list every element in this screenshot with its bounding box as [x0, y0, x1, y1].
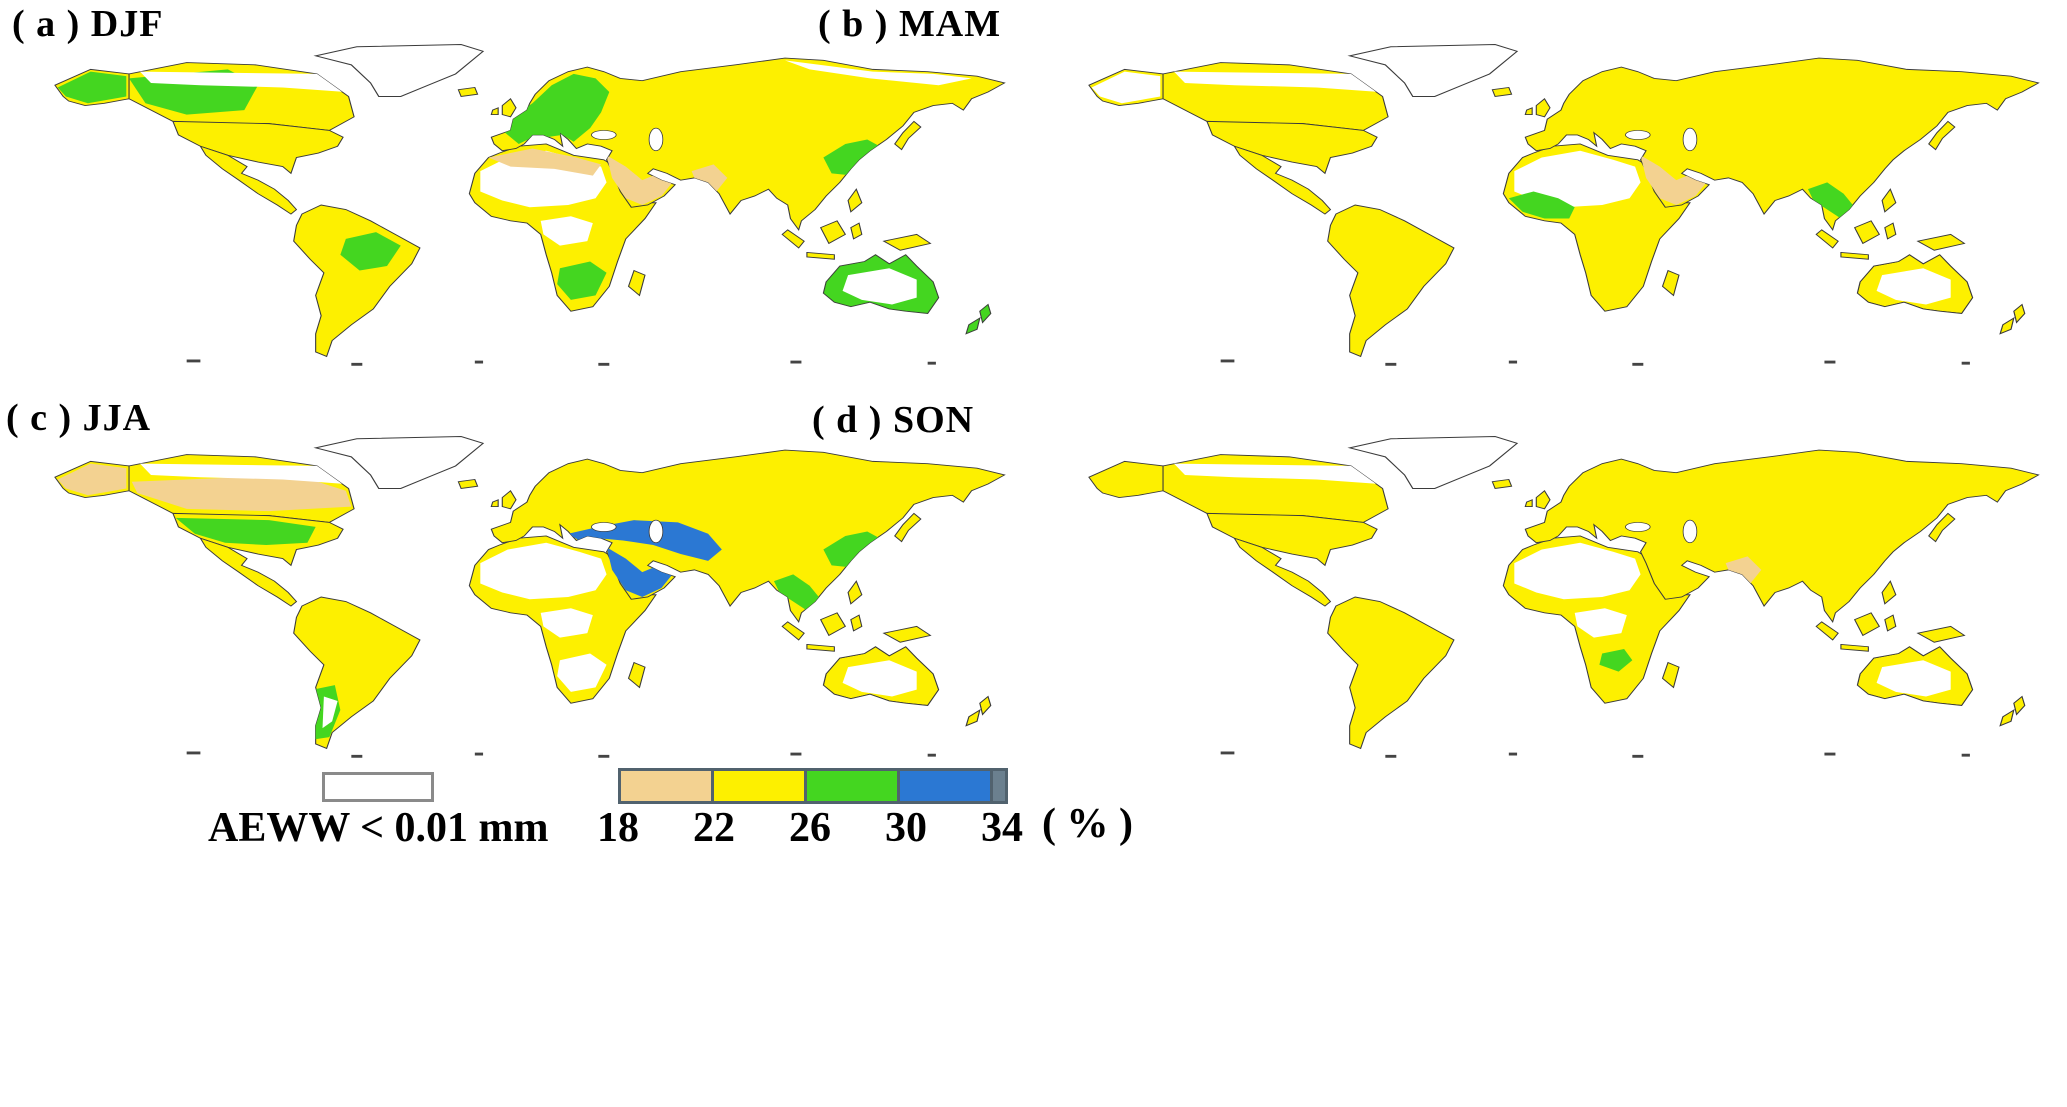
colorbar-tick-26: 26	[789, 805, 831, 851]
colorbar	[618, 768, 1008, 804]
antarctic-specks	[1218, 751, 1972, 759]
antarctic-specks	[184, 359, 938, 367]
caspian-sea	[1682, 127, 1698, 152]
greenland-nodata	[1349, 435, 1518, 490]
colorbar-segment-tan	[618, 768, 714, 804]
colorbar-segment-blue	[897, 768, 993, 804]
caspian-sea	[648, 519, 664, 544]
black-sea	[1625, 130, 1651, 140]
colorbar-unit: ( % )	[1042, 801, 1133, 847]
greenland-nodata	[1349, 43, 1518, 98]
black-sea	[591, 522, 617, 532]
black-sea	[591, 130, 617, 140]
map-panel-d	[1088, 435, 2040, 759]
caspian-sea	[648, 127, 664, 152]
region-nz	[965, 303, 992, 335]
panel-title-a: ( a ) DJF	[12, 3, 164, 45]
colorbar-tick-34: 34	[981, 805, 1023, 851]
colorbar-tick-18: 18	[597, 805, 639, 851]
black-sea	[1625, 522, 1651, 532]
panel-title-d: ( d ) SON	[812, 399, 975, 441]
colorbar-segment-green	[804, 768, 900, 804]
map-panel-b	[1088, 43, 2040, 367]
colorbar-segment-yellow	[711, 768, 807, 804]
greenland-nodata	[315, 43, 484, 98]
panel-title-b: ( b ) MAM	[818, 3, 1002, 45]
panel-title-c: ( c ) JJA	[6, 397, 152, 439]
nodata-label: AEWW < 0.01 mm	[208, 805, 549, 851]
colorbar-tick-22: 22	[693, 805, 735, 851]
antarctic-specks	[1218, 359, 1972, 367]
map-panel-a	[54, 43, 1006, 367]
caspian-sea	[1682, 519, 1698, 544]
map-panel-c	[54, 435, 1006, 759]
antarctic-specks	[184, 751, 938, 759]
colorbar-tick-30: 30	[885, 805, 927, 851]
nodata-swatch	[322, 772, 434, 802]
colorbar-end-cap	[990, 768, 1008, 804]
greenland-nodata	[315, 435, 484, 490]
